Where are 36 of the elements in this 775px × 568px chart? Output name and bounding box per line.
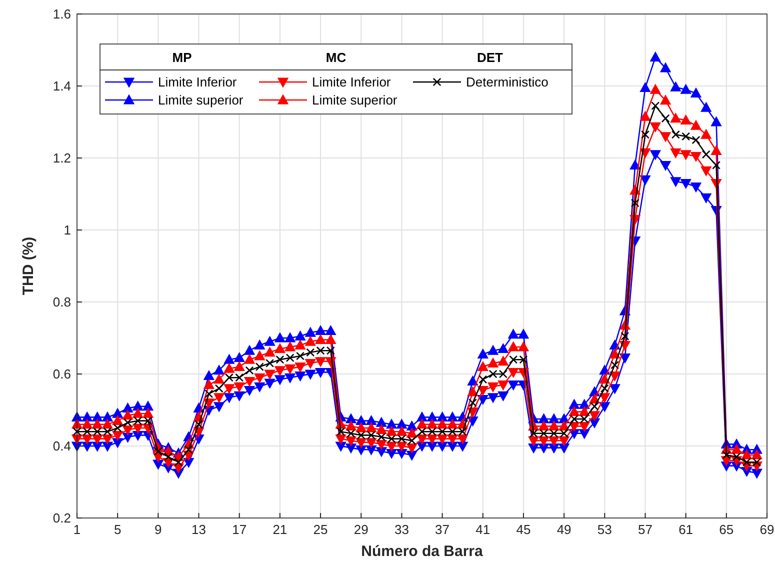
x-tick-label: 33: [394, 522, 409, 537]
y-tick-label: 0.4: [52, 438, 71, 454]
y-tick-label: 0.8: [52, 294, 71, 310]
y-tick-label: 1: [64, 222, 71, 238]
x-tick-label: 57: [638, 522, 652, 537]
x-tick-label: 25: [313, 522, 328, 537]
annotation: MP: [172, 50, 192, 65]
legend-label: Limite Inferior: [312, 74, 392, 90]
x-tick-label: 5: [114, 522, 122, 537]
legend-label: Limite superior: [158, 92, 244, 108]
y-tick-label: 0.6: [52, 366, 71, 382]
legend-label: Limite Inferior: [158, 74, 238, 90]
y-axis-title: THD (%): [20, 236, 37, 296]
x-tick-label: 45: [516, 522, 531, 537]
x-tick-label: 1: [73, 522, 81, 537]
legend-label: Deterministico: [466, 74, 548, 90]
x-tick-label: 65: [719, 522, 734, 537]
x-tick-label: 49: [556, 522, 572, 537]
y-tick-label: 1.2: [52, 150, 71, 166]
x-tick-label: 17: [232, 522, 247, 537]
x-tick-label: 21: [272, 522, 288, 537]
y-tick-label: 1.6: [52, 6, 71, 22]
x-tick-label: 53: [597, 522, 612, 537]
legend-label: Limite superior: [312, 92, 398, 108]
x-tick-label: 61: [678, 522, 694, 537]
x-tick-label: 69: [760, 522, 774, 537]
x-tick-label: 41: [476, 522, 490, 537]
x-tick-label: 29: [354, 522, 368, 537]
x-tick-label: 37: [435, 522, 450, 537]
annotation: MC: [326, 50, 347, 65]
annotation: DET: [477, 50, 504, 65]
x-tick-label: 13: [192, 522, 206, 537]
x-axis-title: Número da Barra: [361, 543, 484, 560]
y-tick-label: 0.2: [52, 510, 71, 526]
x-tick-label: 9: [154, 522, 162, 537]
y-tick-label: 1.4: [52, 78, 71, 94]
